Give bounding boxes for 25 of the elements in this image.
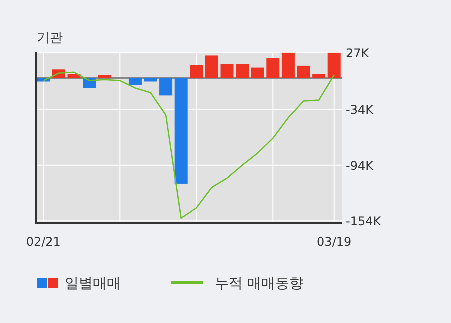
legend-label: 누적 매매동향 [215, 276, 304, 292]
bar [190, 65, 204, 78]
bar [251, 68, 264, 78]
bar [297, 66, 310, 78]
bar [128, 78, 142, 86]
bar [312, 74, 326, 78]
bar [328, 52, 341, 78]
y-tick-label: 27K [346, 46, 370, 60]
bar [205, 56, 218, 78]
y-tick-label: -94K [346, 158, 375, 173]
bar [236, 64, 250, 78]
bar [160, 78, 173, 96]
y-tick-label: -154K [346, 214, 382, 229]
bar [98, 75, 112, 78]
bar [282, 52, 295, 78]
bar [220, 64, 234, 78]
bar [144, 78, 158, 82]
line-series [43, 72, 335, 220]
legend-label: 일별매매 [65, 276, 121, 292]
x-tick-label: 02/21 [26, 235, 61, 249]
y-tick-label: -34K [346, 103, 375, 118]
chart-title: 기관 [37, 31, 63, 46]
bar [266, 58, 280, 78]
x-tick-label: 03/19 [317, 235, 352, 249]
bar [174, 78, 188, 184]
